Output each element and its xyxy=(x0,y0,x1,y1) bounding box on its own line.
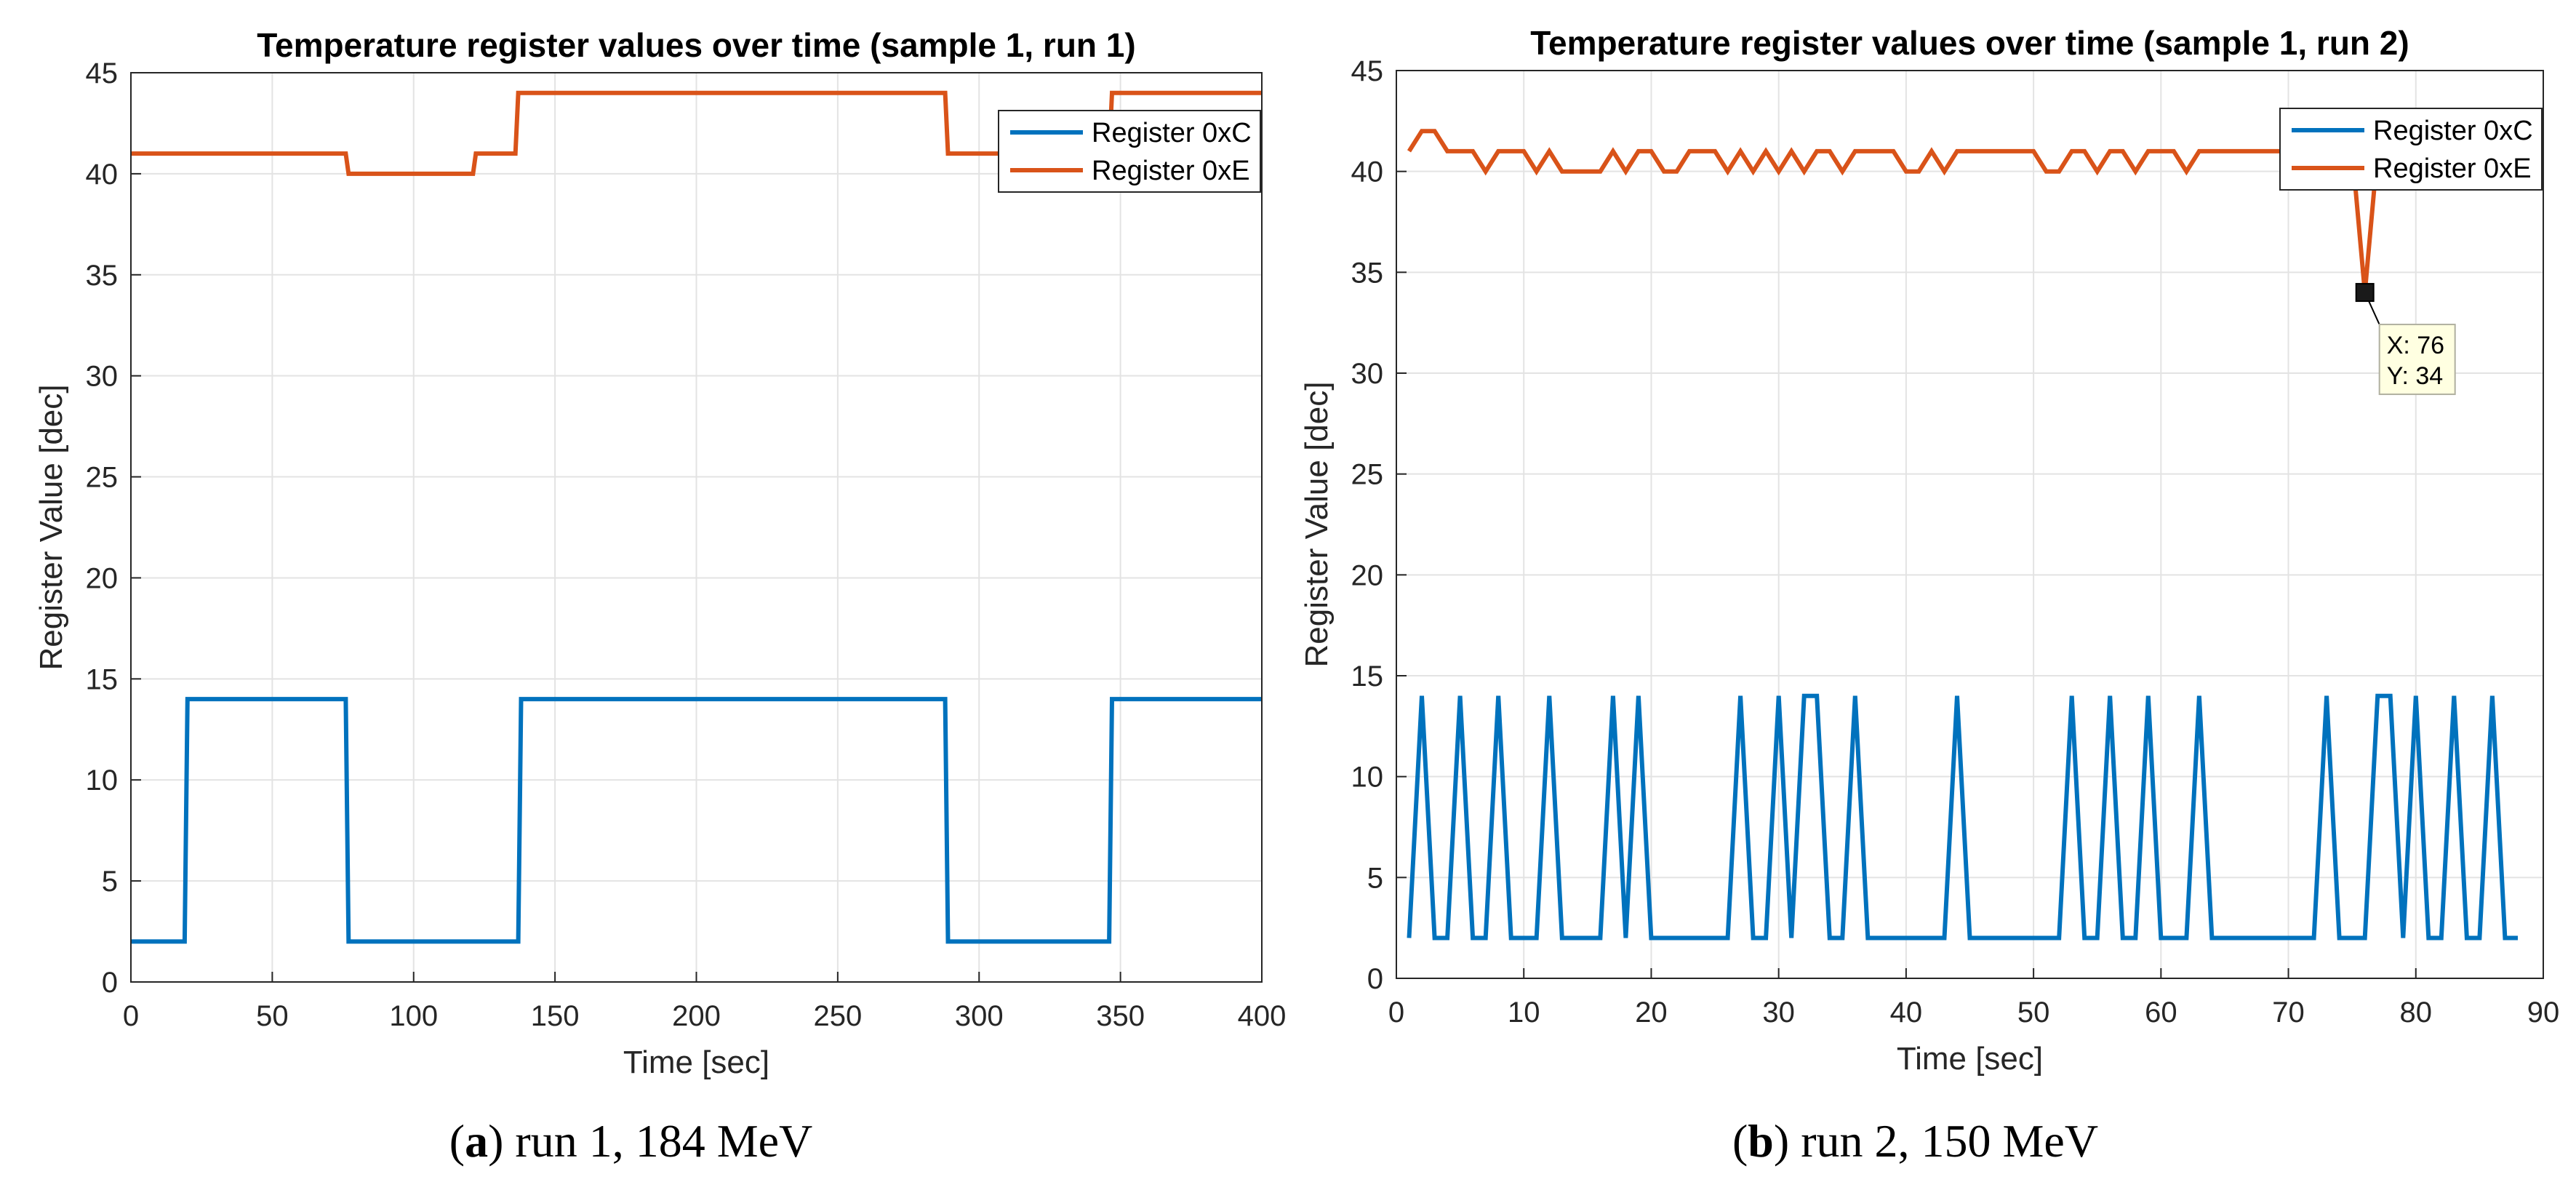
series-line-register-0xc xyxy=(1407,693,2518,941)
legend-label-register-0xe: Register 0xE xyxy=(2373,153,2532,184)
chart-title: Temperature register values over time (s… xyxy=(257,26,1135,64)
legend-box xyxy=(998,110,1261,193)
y-tick-label: 25 xyxy=(1351,459,1384,491)
x-tick-label: 70 xyxy=(2272,997,2305,1029)
y-axis-label: Register Value [dec] xyxy=(33,385,69,671)
x-tick-label: 200 xyxy=(672,1000,721,1032)
y-tick-label: 30 xyxy=(86,361,119,393)
x-tick-label: 150 xyxy=(531,1000,580,1032)
caption-b: (b) run 2, 150 MeV xyxy=(1732,1115,2098,1167)
y-tick-label: 25 xyxy=(86,462,119,494)
legend: Register 0xC Register 0xE xyxy=(2279,108,2543,191)
y-tick-label: 10 xyxy=(86,764,119,796)
x-tick-label: 50 xyxy=(2017,997,2050,1029)
caption-text: run 2, 150 MeV xyxy=(1801,1115,2098,1167)
x-tick-label: 10 xyxy=(1508,997,1540,1029)
y-tick-label: 45 xyxy=(1351,55,1384,87)
caption-a: (a) run 1, 184 MeV xyxy=(449,1115,812,1167)
y-tick-label: 15 xyxy=(86,663,119,695)
caption-label: a xyxy=(465,1115,488,1167)
legend: Register 0xC Register 0xE xyxy=(998,110,1261,193)
y-tick-label: 40 xyxy=(86,159,119,191)
x-tick-label: 60 xyxy=(2145,997,2177,1029)
x-tick-label: 0 xyxy=(1388,997,1404,1029)
x-tick-label: 300 xyxy=(955,1000,1004,1032)
x-tick-label: 250 xyxy=(814,1000,863,1032)
x-tick-label: 100 xyxy=(389,1000,438,1032)
y-tick-label: 20 xyxy=(86,562,119,594)
caption-label: b xyxy=(1748,1115,1774,1167)
y-tick-label: 10 xyxy=(1351,762,1384,794)
chart-panel-a: 0 50 100 150 200 250 300 350 400 0 5 10 15 20 25 30 35 40… xyxy=(33,26,1286,1167)
y-tick-label: 20 xyxy=(1351,559,1384,591)
legend-label-register-0xc: Register 0xC xyxy=(1092,118,1252,148)
datatip-box xyxy=(2378,324,2456,396)
y-tick-label: 35 xyxy=(86,260,119,292)
y-axis-label: Register Value [dec] xyxy=(1299,382,1335,668)
x-tick-label: 400 xyxy=(1238,1000,1287,1032)
datatip-x-value: X: 76 xyxy=(2387,332,2444,359)
axes-box xyxy=(1396,70,2544,979)
y-tick-label: 0 xyxy=(1367,963,1383,995)
axes-background xyxy=(1396,71,2543,978)
tick-labels: 0 50 100 150 200 250 300 350 400 0 5 10 15 20 25 30 35 40… xyxy=(86,57,1287,1032)
x-tick-label: 350 xyxy=(1096,1000,1145,1032)
y-tick-label: 40 xyxy=(1351,156,1384,188)
x-tick-label: 40 xyxy=(1890,997,1923,1029)
y-tick-label: 45 xyxy=(86,57,119,89)
x-tick-label: 0 xyxy=(123,1000,139,1032)
x-tick-label: 90 xyxy=(2527,997,2560,1029)
x-axis-label: Time [sec] xyxy=(1897,1041,2043,1077)
legend-label-register-0xc: Register 0xC xyxy=(2373,116,2533,146)
y-tick-label: 0 xyxy=(102,967,118,999)
legend-label-register-0xe: Register 0xE xyxy=(1092,156,1250,186)
y-tick-label: 5 xyxy=(102,866,118,898)
datatip-marker[interactable] xyxy=(2355,283,2375,303)
grid xyxy=(1396,70,2544,979)
x-axis-label: Time [sec] xyxy=(623,1045,769,1080)
x-tick-label: 50 xyxy=(256,1000,289,1032)
y-tick-label: 15 xyxy=(1351,660,1384,692)
chart-title: Temperature register values over time (s… xyxy=(1530,24,2409,62)
x-tick-label: 30 xyxy=(1762,997,1795,1029)
y-tick-label: 35 xyxy=(1351,257,1384,289)
legend-box xyxy=(2279,108,2543,191)
y-tick-label: 5 xyxy=(1367,862,1383,894)
chart-panel-b: 0 10 20 30 40 50 60 70 80 90 0 5 10 15 20 25 30 35 40 45 Te… xyxy=(1299,24,2559,1167)
x-tick-label: 20 xyxy=(1635,997,1668,1029)
caption-text: run 1, 184 MeV xyxy=(515,1115,812,1167)
datatip[interactable]: X: 76 Y: 34 xyxy=(2355,283,2456,396)
y-tick-label: 30 xyxy=(1351,358,1384,390)
tick-labels: 0 10 20 30 40 50 60 70 80 90 0 5 10 15 20 25 30 35 40 45 xyxy=(1351,55,2560,1029)
series-line-register-0xc xyxy=(131,697,1262,944)
x-tick-label: 80 xyxy=(2400,997,2433,1029)
datatip-y-value: Y: 34 xyxy=(2387,362,2444,390)
